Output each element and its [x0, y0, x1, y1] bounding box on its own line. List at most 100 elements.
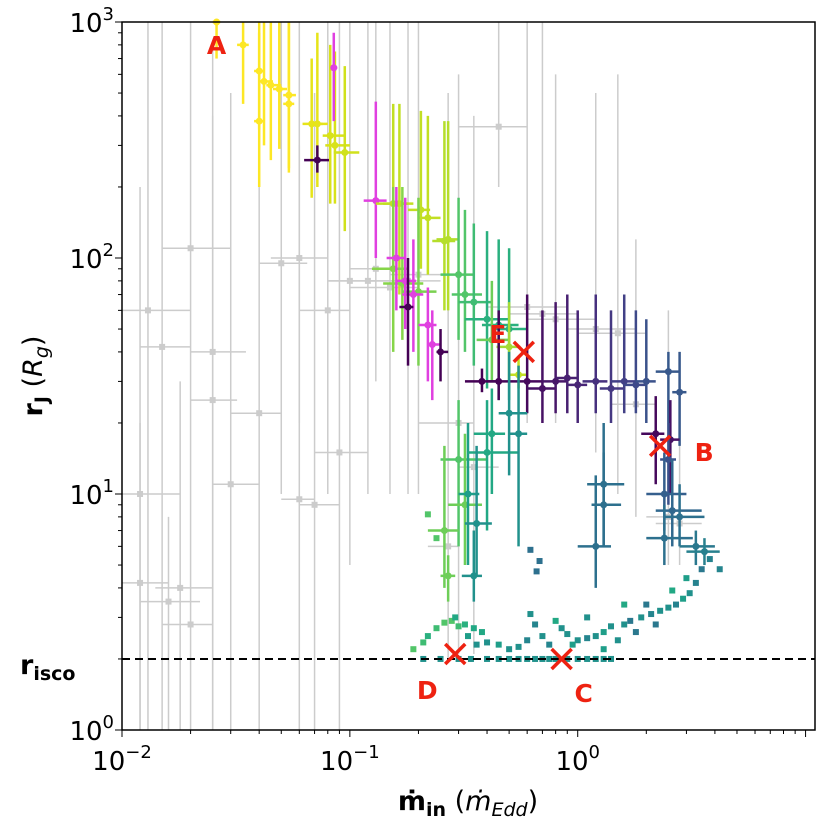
square-point: [673, 601, 680, 608]
data-point: [515, 430, 523, 438]
data-point: [392, 254, 400, 262]
square-point: [441, 619, 448, 626]
y-tick-label: 102: [69, 240, 114, 275]
data-point: [165, 598, 172, 605]
data-point: [285, 100, 293, 108]
background-point: [212, 93, 260, 730]
colored-points: [212, 18, 720, 602]
data-point: [473, 519, 481, 527]
square-point: [716, 566, 723, 573]
data-point: [187, 621, 194, 628]
data-point: [227, 481, 234, 488]
square-point: [455, 623, 462, 630]
data-point: [455, 271, 463, 279]
data-point: [296, 255, 303, 261]
data-point: [488, 430, 496, 438]
colored-point: [464, 231, 510, 389]
square-point: [484, 639, 491, 646]
data-point: [461, 501, 469, 509]
data-point: [444, 572, 452, 580]
data-point: [470, 464, 477, 471]
data-point: [330, 64, 338, 72]
data-point: [505, 409, 513, 417]
annotation-c: C: [550, 647, 593, 708]
square-point: [532, 621, 539, 628]
data-point: [464, 490, 472, 498]
data-point: [260, 77, 268, 85]
colored-point: [363, 101, 387, 258]
square-point: [643, 601, 650, 608]
colored-point: [399, 258, 414, 366]
square-point: [669, 587, 676, 594]
colored-point: [476, 280, 510, 382]
square-point: [546, 641, 553, 648]
square-point: [495, 641, 502, 648]
colored-point: [427, 310, 441, 401]
square-points: [410, 511, 723, 662]
data-point: [470, 572, 478, 580]
colored-point: [582, 294, 608, 414]
square-point: [506, 646, 513, 653]
square-point: [478, 629, 485, 636]
data-point: [331, 141, 339, 149]
colored-point: [304, 145, 330, 173]
data-point: [614, 330, 621, 337]
data-point: [660, 490, 668, 498]
data-point: [256, 410, 263, 417]
square-point: [706, 556, 713, 563]
colored-point: [599, 310, 625, 423]
square-point: [574, 637, 581, 644]
y-tick-label: 101: [69, 476, 114, 511]
colored-point: [527, 310, 556, 423]
data-point: [455, 456, 463, 464]
background-points: [122, 22, 702, 730]
square-point: [473, 641, 480, 648]
x-tick-label: 100: [555, 742, 600, 777]
annotation-b: B: [648, 434, 714, 467]
data-point: [275, 85, 283, 93]
square-point: [683, 575, 690, 582]
data-point: [652, 430, 660, 438]
data-point: [470, 298, 478, 306]
data-point: [664, 368, 672, 376]
annotations: A B C D E: [207, 31, 714, 708]
x-marker: [648, 434, 672, 458]
background-point: [314, 22, 368, 730]
data-point: [505, 343, 513, 351]
x-tick-label: 10−1: [320, 742, 380, 777]
background-point: [270, 22, 328, 423]
data-point: [324, 307, 331, 314]
data-point: [389, 265, 397, 273]
data-point: [440, 527, 448, 535]
annotation-a: A: [207, 31, 227, 60]
square-point: [564, 631, 571, 638]
data-point: [600, 501, 608, 509]
colored-point: [440, 197, 474, 340]
square-point: [584, 614, 591, 621]
plot-frame: [121, 21, 816, 731]
data-point: [326, 132, 334, 140]
data-point: [538, 384, 546, 392]
colored-point: [655, 351, 680, 423]
data-point: [444, 235, 452, 243]
square-point: [558, 625, 565, 632]
axis-ticks: 10−2 10−1 100 100 101 102 103: [69, 4, 807, 777]
data-point: [404, 303, 412, 311]
colored-point: [567, 310, 588, 423]
y-tick-label: 100: [69, 712, 114, 747]
square-point: [569, 641, 576, 648]
colored-point: [302, 58, 323, 198]
annotation-d: D: [417, 642, 467, 705]
background-point: [190, 115, 246, 730]
square-point: [448, 617, 455, 624]
colored-point: [418, 287, 437, 382]
square-point: [527, 546, 534, 553]
background-point: [458, 22, 528, 187]
data-point: [552, 377, 560, 385]
data-point: [424, 214, 432, 222]
data-point: [495, 377, 503, 385]
annotation-label: C: [574, 679, 592, 708]
data-point: [209, 348, 216, 355]
square-point: [698, 566, 705, 573]
